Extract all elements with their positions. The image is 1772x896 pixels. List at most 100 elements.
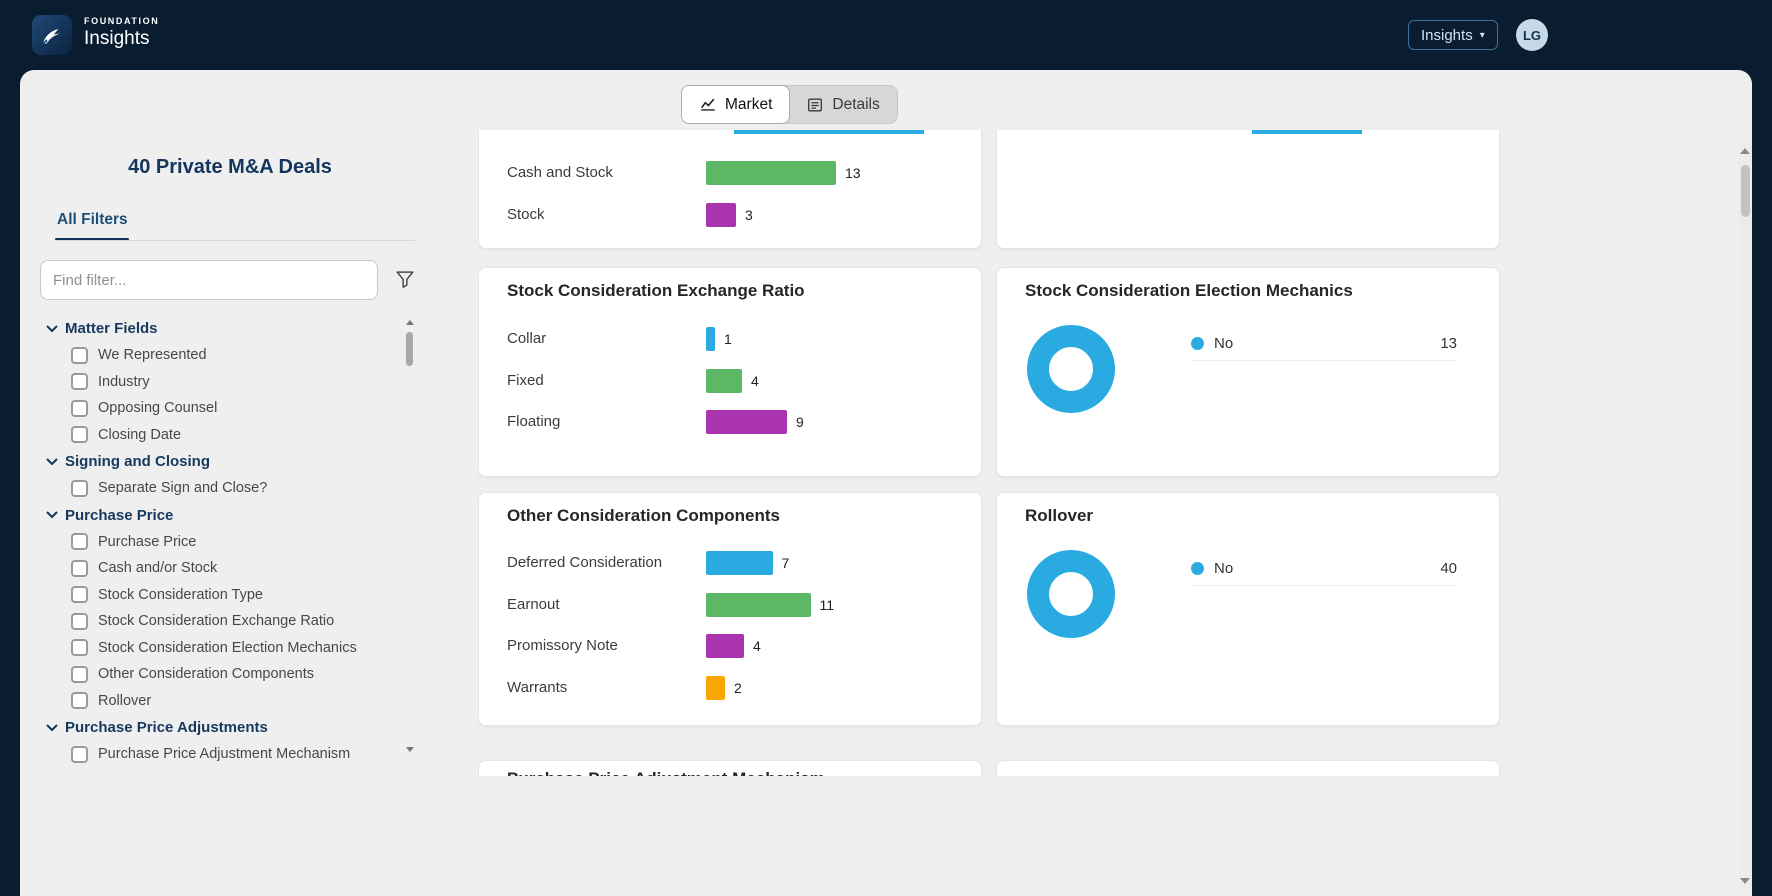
main-scrollbar-thumb[interactable] <box>1741 165 1750 217</box>
scroll-up-arrow-icon[interactable] <box>1740 148 1750 154</box>
brand-insights-label: Insights <box>84 28 150 49</box>
all-filters-active-underline <box>55 238 129 241</box>
sidebar-scrollbar-thumb[interactable] <box>406 332 413 366</box>
filter-item-we-represented[interactable]: We Represented <box>40 342 402 369</box>
brand-foundation-label: FOUNDATION <box>84 16 160 26</box>
bar-row: Stock 3 <box>479 194 981 235</box>
filter-funnel-button[interactable] <box>392 267 418 293</box>
bar <box>706 368 742 393</box>
bar-label: Earnout <box>507 596 560 613</box>
partial-bar <box>734 130 924 134</box>
main-scrollbar[interactable] <box>1738 144 1752 888</box>
filter-item-stock-consideration-election-mechanics[interactable]: Stock Consideration Election Mechanics <box>40 635 402 662</box>
tab-all-filters[interactable]: All Filters <box>57 211 128 228</box>
chart-title: Purchase Price Adjustment Mechanism <box>507 769 825 776</box>
checkbox[interactable] <box>71 479 88 497</box>
legend-dot-icon <box>1191 562 1204 575</box>
filter-item-label: Separate Sign and Close? <box>98 480 268 497</box>
chart-card-purchase-price-adjustment-mechanism: Purchase Price Adjustment Mechanism <box>478 760 982 776</box>
filter-item-purchase-price[interactable]: Purchase Price <box>40 529 402 556</box>
legend-value: 40 <box>1440 560 1457 577</box>
chart-title: Other Consideration Components <box>507 506 780 525</box>
chart-card-clipped-bottom-right <box>996 760 1500 776</box>
legend-value: 13 <box>1440 335 1457 352</box>
filter-item-label: Purchase Price Adjustment Mechanism <box>98 746 351 763</box>
checkbox[interactable] <box>71 612 88 630</box>
filter-group-label: Purchase Price <box>65 506 174 524</box>
bar-value: 1 <box>724 330 732 347</box>
filter-item-label: Purchase Price <box>98 533 197 550</box>
tab-details[interactable]: Details <box>789 86 896 123</box>
checkbox[interactable] <box>71 533 88 551</box>
bar-value: 2 <box>734 679 742 696</box>
filter-group-signing-and-closing[interactable]: Signing and Closing <box>40 448 402 475</box>
top-bar: FOUNDATION Insights Insights ▾ LG <box>0 0 1772 70</box>
bar-value: 13 <box>845 164 861 181</box>
filter-list: Matter Fields We Represented Industry Op… <box>40 315 402 763</box>
filter-item-label: We Represented <box>98 347 207 364</box>
tab-market[interactable]: Market <box>681 85 791 124</box>
filter-item-rollover[interactable]: Rollover <box>40 688 402 715</box>
user-avatar[interactable]: LG <box>1516 19 1548 51</box>
filter-item-label: Stock Consideration Exchange Ratio <box>98 613 335 630</box>
chart-card-stock-consideration-election-mechanics: Stock Consideration Election Mechanics N… <box>996 267 1500 477</box>
filter-item-label: Cash and/or Stock <box>98 560 218 577</box>
chart-title: Stock Consideration Election Mechanics <box>1025 281 1353 300</box>
checkbox[interactable] <box>71 399 88 417</box>
deals-count-title: 40 Private M&A Deals <box>128 156 332 178</box>
bar <box>706 326 715 351</box>
filter-item-label: Industry <box>98 373 150 390</box>
checkbox[interactable] <box>71 426 88 444</box>
chevron-down-icon <box>46 324 58 332</box>
scroll-up-arrow-icon[interactable] <box>406 320 414 325</box>
tab-details-label: Details <box>832 95 880 113</box>
checkbox[interactable] <box>71 559 88 577</box>
sidebar-scrollbar[interactable] <box>405 320 415 752</box>
chevron-down-icon <box>46 511 58 519</box>
checkbox[interactable] <box>71 346 88 364</box>
legend-label: No <box>1214 335 1234 352</box>
checkbox[interactable] <box>71 692 88 710</box>
checkbox[interactable] <box>71 665 88 683</box>
checkbox[interactable] <box>71 373 88 391</box>
bar-label: Deferred Consideration <box>507 554 663 571</box>
filter-group-purchase-price[interactable]: Purchase Price <box>40 502 402 529</box>
filter-group-matter-fields[interactable]: Matter Fields <box>40 315 402 342</box>
bar-label: Promissory Note <box>507 637 618 654</box>
donut-chart <box>1027 550 1115 638</box>
donut-chart <box>1027 325 1115 413</box>
filter-group-label: Purchase Price Adjustments <box>65 719 268 736</box>
checkbox[interactable] <box>71 745 88 763</box>
filter-item-other-consideration-components[interactable]: Other Consideration Components <box>40 661 402 688</box>
bar-row: Fixed 4 <box>479 360 981 401</box>
filter-item-separate-sign-and-close[interactable]: Separate Sign and Close? <box>40 475 402 502</box>
filter-item-stock-consideration-exchange-ratio[interactable]: Stock Consideration Exchange Ratio <box>40 608 402 635</box>
bar-value: 9 <box>796 413 804 430</box>
bar <box>706 633 744 658</box>
insights-nav-dropdown[interactable]: Insights ▾ <box>1408 20 1498 50</box>
filter-item-opposing-counsel[interactable]: Opposing Counsel <box>40 395 402 422</box>
filter-group-label: Signing and Closing <box>65 453 210 470</box>
filter-item-stock-consideration-type[interactable]: Stock Consideration Type <box>40 582 402 609</box>
bar-value: 11 <box>819 596 835 613</box>
filter-group-purchase-price-adjustments[interactable]: Purchase Price Adjustments <box>40 714 402 741</box>
filter-item-industry[interactable]: Industry <box>40 369 402 396</box>
find-filter-input[interactable] <box>40 260 378 300</box>
bar <box>706 550 773 575</box>
filter-item-label: Closing Date <box>98 426 182 443</box>
checkbox[interactable] <box>71 639 88 657</box>
legend-label: No <box>1214 560 1234 577</box>
bar <box>706 202 736 227</box>
filter-item-closing-date[interactable]: Closing Date <box>40 422 402 449</box>
scroll-down-arrow-icon[interactable] <box>1740 878 1750 884</box>
bar-value: 4 <box>753 637 761 654</box>
checkbox[interactable] <box>71 586 88 604</box>
scroll-down-arrow-icon[interactable] <box>406 747 414 752</box>
legend-dot-icon <box>1191 337 1204 350</box>
filter-item-purchase-price-adjustment-mechanism[interactable]: Purchase Price Adjustment Mechanism <box>40 741 402 763</box>
bar-row: Floating 9 <box>479 401 981 442</box>
filter-item-label: Other Consideration Components <box>98 666 315 683</box>
filter-item-cash-and-or-stock[interactable]: Cash and/or Stock <box>40 555 402 582</box>
foundation-logo-icon <box>32 15 72 55</box>
insights-nav-label: Insights <box>1421 26 1473 44</box>
